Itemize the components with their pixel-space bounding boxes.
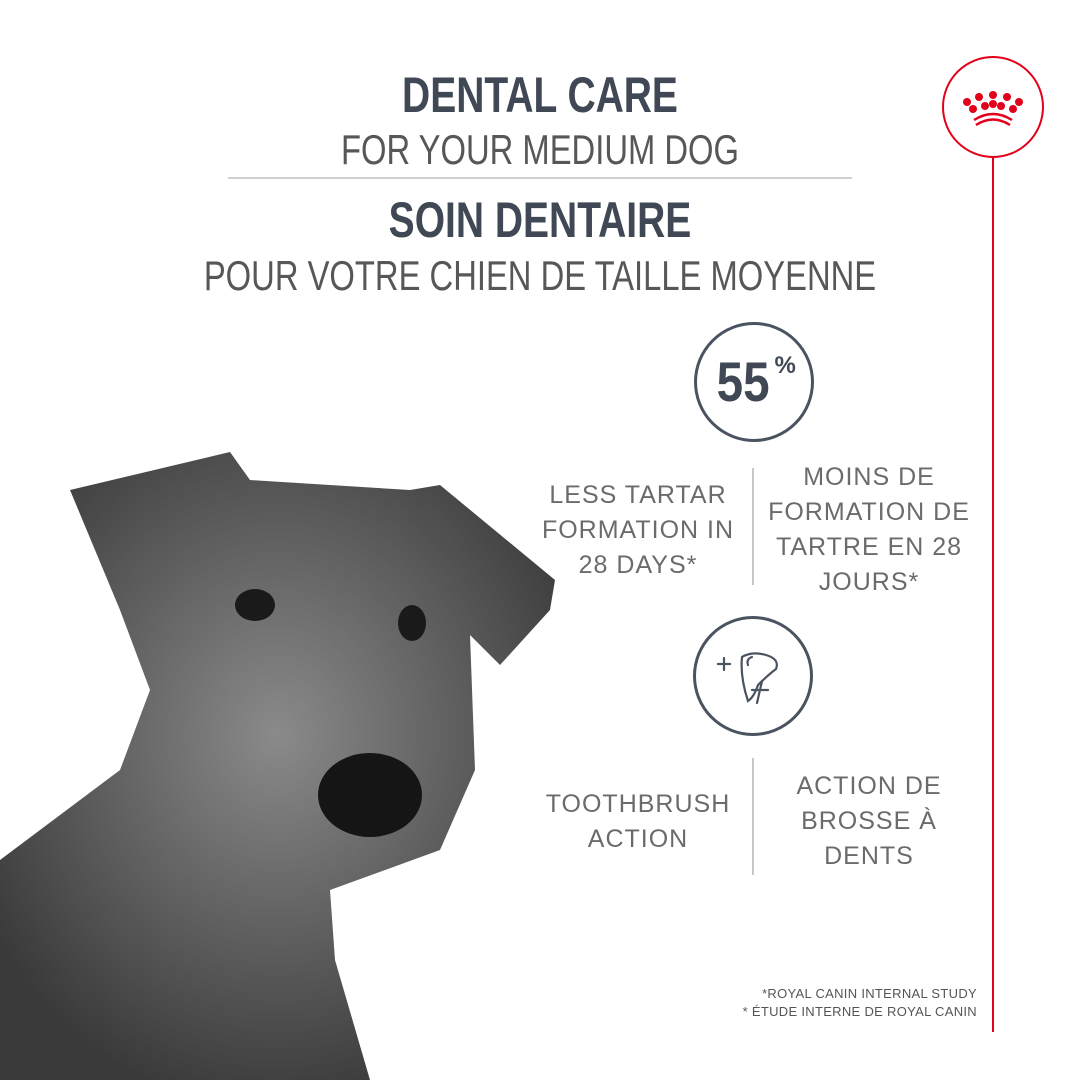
toothbrush-circle xyxy=(693,616,813,736)
heading-divider xyxy=(228,177,852,179)
feature-divider xyxy=(752,758,754,875)
title-en: DENTAL CARE xyxy=(402,67,678,123)
title-fr: SOIN DENTAIRE xyxy=(388,192,692,248)
stat-circle: 55% xyxy=(694,322,814,442)
royal-canin-crown-logo xyxy=(942,56,1044,158)
brand-line xyxy=(992,158,994,1032)
feature-text-fr: ACTION DE BROSSE À DENTS xyxy=(796,772,942,870)
crown-icon xyxy=(963,91,1023,127)
footnote-fr: * ÉTUDE INTERNE DE ROYAL CANIN xyxy=(742,1004,977,1019)
feature-text-fr: MOINS DE FORMATION DE TARTRE EN 28 JOURS… xyxy=(768,463,970,596)
dog-eye xyxy=(398,605,426,641)
dog-nose xyxy=(318,753,422,837)
feature-divider xyxy=(752,468,754,585)
subtitle-fr: POUR VOTRE CHIEN DE TAILLE MOYENNE xyxy=(203,252,877,299)
dog-photo xyxy=(0,452,555,1080)
dog-eye xyxy=(235,589,275,621)
footnote-en: *ROYAL CANIN INTERNAL STUDY xyxy=(762,986,977,1001)
stat-unit: % xyxy=(774,352,796,379)
tooth-brush-icon xyxy=(716,652,778,705)
stat-value: 55 xyxy=(716,350,770,413)
subtitle-en: FOR YOUR MEDIUM DOG xyxy=(341,126,739,173)
feature-text-en: LESS TARTAR FORMATION IN 28 DAYS* xyxy=(541,481,735,579)
feature-text-en: TOOTHBRUSH ACTION xyxy=(545,790,731,853)
